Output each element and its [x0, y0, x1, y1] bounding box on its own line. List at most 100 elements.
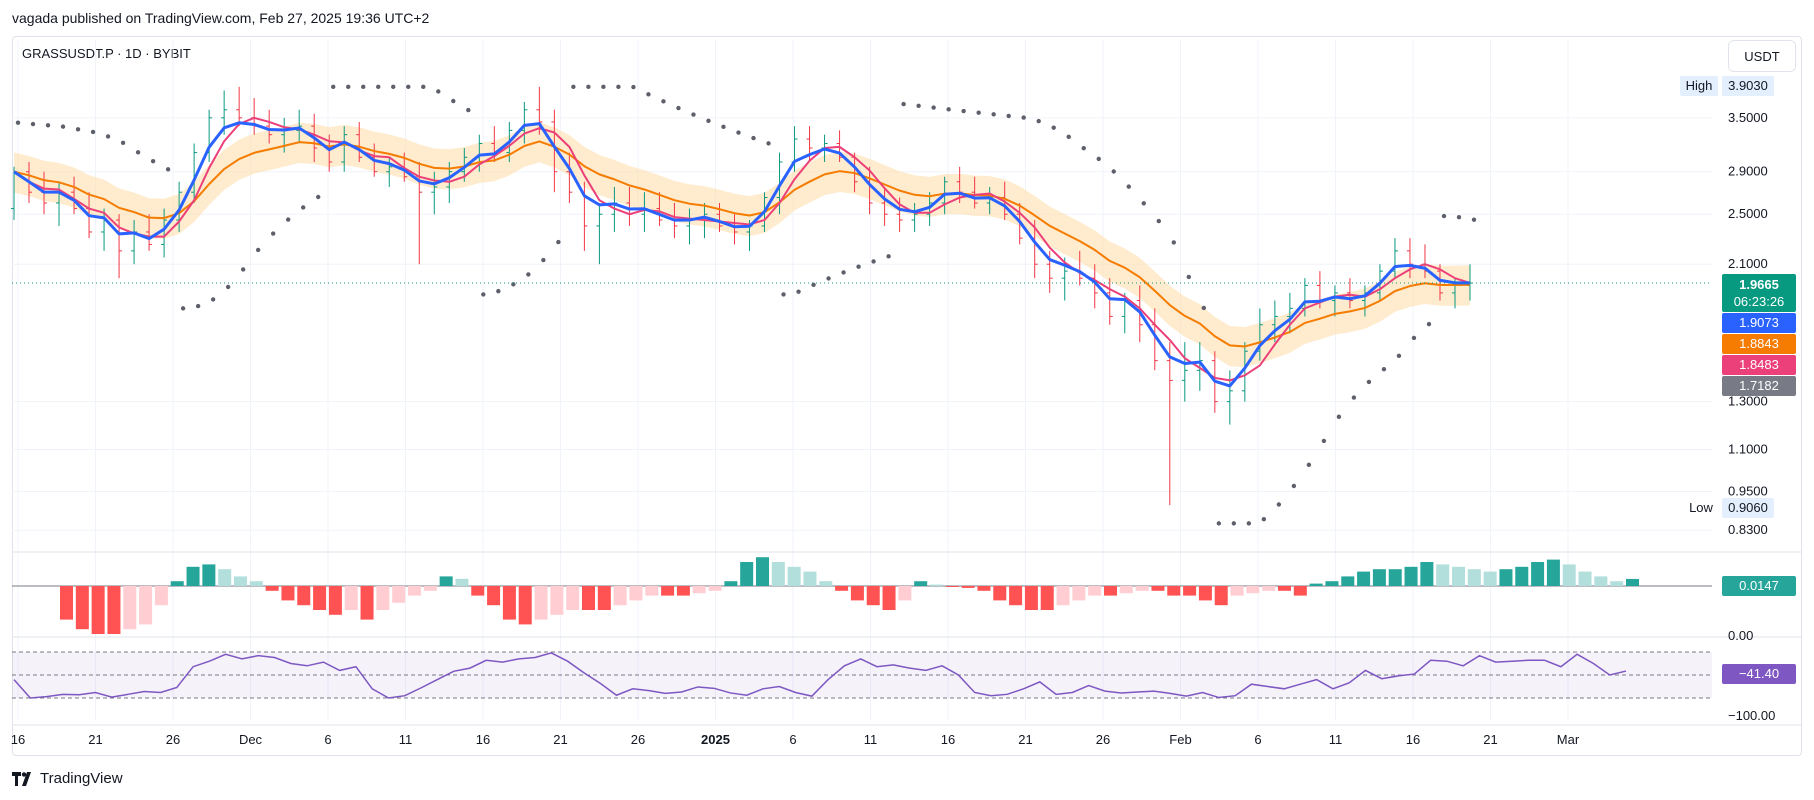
macd-bar: [408, 586, 421, 596]
high-value: 3.9030: [1728, 78, 1768, 93]
sar-dot: [1381, 366, 1387, 372]
macd-bar: [1309, 583, 1323, 586]
macd-bar: [455, 578, 469, 586]
sar-dot: [346, 84, 351, 90]
time-tick-label: 21: [88, 732, 102, 747]
macd-bar: [930, 584, 943, 586]
macd-bar: [534, 586, 548, 620]
sar-dot: [255, 247, 261, 253]
macd-bar: [60, 586, 73, 620]
sar-dot: [736, 130, 741, 135]
sar-dot: [1291, 483, 1297, 489]
time-tick-label: 26: [1096, 732, 1110, 747]
macd-bar: [1040, 586, 1054, 610]
macd-bar: [740, 562, 754, 586]
macd-bar: [1214, 586, 1228, 606]
macd-bar: [756, 557, 769, 586]
macd-bar: [139, 586, 153, 625]
sar-dot: [901, 101, 906, 107]
macd-bar: [993, 586, 1007, 601]
macd-bar: [1024, 586, 1038, 610]
macd-bar: [914, 581, 928, 586]
macd-bar: [550, 586, 564, 615]
sar-dot: [316, 194, 321, 200]
macd-bar: [661, 586, 675, 596]
sar-dot: [1006, 113, 1011, 119]
time-tick-label: 6: [1254, 732, 1261, 747]
time-tick-label: 2025: [701, 732, 730, 747]
time-tick-label: 16: [11, 732, 25, 747]
macd-bar: [439, 576, 453, 586]
macd-histogram: [12, 557, 1712, 634]
macd-bar: [423, 586, 437, 591]
time-tick-label: 21: [1483, 732, 1497, 747]
currency-button[interactable]: USDT: [1728, 40, 1796, 72]
macd-bar: [1626, 578, 1639, 586]
price-tag-value: 1.8483: [1739, 357, 1779, 372]
macd-bar: [1357, 571, 1371, 586]
sar-dot: [240, 267, 246, 272]
macd-bar: [471, 586, 485, 596]
current-price-countdown: 06:23:26: [1734, 294, 1785, 309]
sar-dot: [1366, 379, 1372, 385]
sar-dot: [481, 292, 486, 297]
macd-bar: [1531, 562, 1545, 586]
blue-ema-line: [13, 121, 1471, 388]
sar-dot: [1471, 217, 1477, 222]
price-tick-label: 0.8300: [1728, 522, 1768, 537]
time-tick-label: 16: [941, 732, 955, 747]
macd-bar: [1467, 569, 1481, 586]
sar-dot: [511, 282, 516, 287]
sar-dot: [75, 127, 81, 132]
price-tick-label: 2.5000: [1728, 206, 1768, 221]
high-label: High: [1686, 78, 1713, 93]
sar-dot: [195, 303, 201, 309]
sar-dot: [1441, 213, 1447, 219]
macd-bar: [281, 586, 295, 601]
sar-dot: [1456, 215, 1462, 220]
macd-bar: [945, 586, 959, 587]
macd-bar: [1246, 586, 1260, 594]
sar-dot: [300, 205, 306, 210]
sar-dot: [1396, 353, 1402, 359]
macd-bar: [123, 586, 137, 630]
price-chart[interactable]: 3.5000 2.9000 2.5000 2.1000 1.3000 1.1000 0.95…: [0, 0, 1814, 760]
price-tick-label: 1.1000: [1728, 441, 1768, 456]
sar-dot: [1036, 118, 1041, 124]
sar-dot: [1336, 414, 1342, 419]
macd-bar: [803, 571, 817, 586]
sar-dot: [661, 99, 666, 104]
time-tick-label: 11: [864, 732, 878, 747]
chart-frame: [12, 36, 1802, 756]
current-price-box: [1722, 274, 1796, 312]
sar-dot: [451, 98, 456, 104]
sar-dot: [1171, 240, 1176, 245]
symbol-legend[interactable]: GRASSUSDT.P · 1D · BYBIT: [22, 46, 191, 61]
sar-dot: [436, 89, 441, 94]
sar-dot: [796, 289, 801, 294]
pink-ma-line: [13, 116, 1471, 382]
macd-bar: [977, 586, 991, 591]
sar-dot: [1261, 517, 1267, 522]
time-tick-label: 6: [324, 732, 331, 747]
sar-dots: [15, 84, 1477, 526]
sar-dot: [976, 110, 981, 115]
price-tag-value: 1.9073: [1739, 315, 1779, 330]
sar-dot: [376, 84, 381, 90]
macd-bar: [392, 586, 406, 603]
time-tick-label: Dec: [239, 732, 263, 747]
tradingview-logo[interactable]: TradingView: [12, 770, 123, 787]
sar-dot: [1306, 462, 1312, 468]
sar-dot: [931, 105, 936, 110]
macd-bar: [645, 586, 659, 596]
publication-credit: vagada published on TradingView.com, Feb…: [12, 10, 430, 26]
sar-dot: [571, 84, 576, 90]
price-tag-bg: [1722, 376, 1796, 396]
low-value: 0.9060: [1728, 500, 1768, 515]
macd-value-bg: [1722, 576, 1796, 596]
sar-dot: [210, 297, 216, 302]
macd-bar: [91, 586, 105, 634]
sar-dot: [1351, 395, 1357, 400]
sar-dot: [466, 107, 471, 113]
macd-bar: [1452, 566, 1465, 586]
